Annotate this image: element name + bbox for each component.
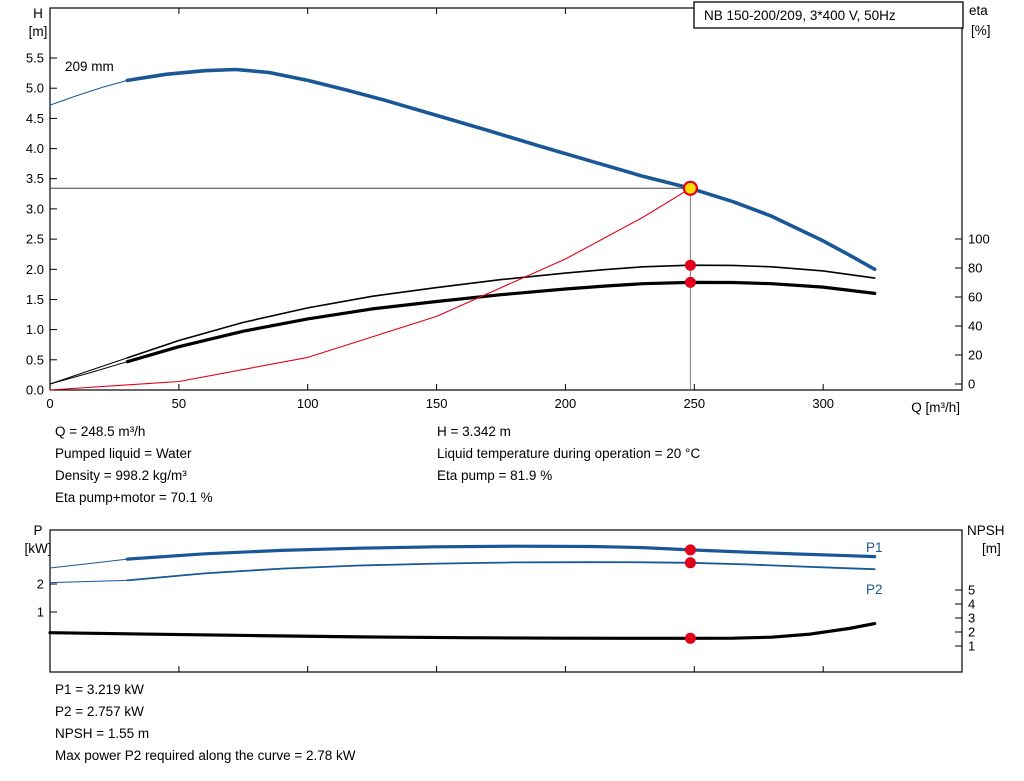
eta-axis-unit: [%] [971,23,991,38]
pump-title-text: NB 150-200/209, 3*400 V, 50Hz [704,8,896,23]
result-eta-pump: Eta pump = 81.9 % [437,468,553,483]
h-tick-label: 0.5 [26,352,44,367]
npsh-tick-labels: 5 4 3 2 1 [968,583,975,654]
eta-pump-curve [126,264,876,359]
power-npsh-chart: 2 1 5 4 3 2 1 P1 P2 P [kW] NPSH [m] [25,523,1005,673]
p2-curve-extension [49,579,128,584]
npsh-point-marker [684,632,696,644]
p2-point-marker [684,557,696,569]
eta-pump-motor-point-marker [684,276,696,288]
chart-frame [49,529,963,673]
q-tick-label: 300 [812,396,834,411]
result-max-p2: Max power P2 required along the curve = … [55,748,356,763]
npsh-axis-label: NPSH [967,523,1005,538]
result-eta-pump-motor: Eta pump+motor = 70.1 % [55,490,213,505]
head-curve-extension [49,79,128,106]
eta-tick-labels: 0 20 40 60 80 100 [968,232,990,392]
eta-tick-label: 80 [968,261,982,276]
result-q: Q = 248.5 m³/h [55,424,146,439]
q-axis-ticks [49,8,824,390]
duty-point-marker[interactable] [682,180,699,196]
h-axis-ticks [50,57,57,391]
h-tick-label: 1.0 [26,322,44,337]
h-axis-unit: [m] [29,24,48,39]
results-top-left: Q = 248.5 m³/h Pumped liquid = Water Den… [55,421,213,509]
p1-curve-label: P1 [866,540,883,555]
h-tick-label: 4.0 [26,141,44,156]
result-density: Density = 998.2 kg/m³ [55,468,187,483]
result-pumped-liquid: Pumped liquid = Water [55,446,192,461]
result-p1: P1 = 3.219 kW [55,682,144,697]
h-tick-labels: 0.0 0.5 1.0 1.5 2.0 2.5 3.0 3.5 4.0 4.5 … [26,51,44,398]
eta-tick-label: 40 [968,319,982,334]
h-tick-label: 3.5 [26,171,44,186]
eta-pump-motor-curve [125,280,877,364]
p1-curve-extension [49,558,128,569]
p-axis-ticks [50,583,57,613]
p1-point-marker [684,544,696,556]
p-axis-unit: [kW] [25,541,52,556]
h-tick-label: 5.5 [26,51,44,66]
p-tick-label: 2 [37,577,44,592]
p2-curve-label: P2 [866,582,883,597]
h-tick-label: 1.5 [26,292,44,307]
p-tick-labels: 2 1 [37,577,44,620]
q-tick-labels: 0 50 100 150 200 250 300 [46,396,834,411]
q-axis-ticks-bottom [49,666,824,672]
eta-pump-motor-curve-extension [49,361,128,385]
p-tick-label: 1 [37,605,44,620]
head-curve[interactable] [125,67,877,272]
q-axis-label: Q [m³/h] [911,400,960,415]
p-axis-label: P [33,523,42,538]
results-top-right: H = 3.342 m Liquid temperature during op… [437,421,700,487]
p1-curve [125,544,877,561]
result-liquid-temperature: Liquid temperature during operation = 20… [437,446,701,461]
npsh-axis-ticks [955,589,962,647]
h-tick-label: 3.0 [26,201,44,216]
h-tick-label: 2.5 [26,232,44,247]
h-tick-label: 4.5 [26,111,44,126]
h-tick-label: 2.0 [26,262,44,277]
npsh-tick-label: 1 [968,639,975,654]
result-h: H = 3.342 m [437,424,511,439]
q-tick-label: 150 [426,396,448,411]
eta-pump-point-marker [684,259,696,271]
h-axis-label: H [33,6,43,21]
eta-pump-curve-extension [49,357,128,385]
pump-title-box [693,1,964,29]
qh-eta-chart: 0.0 0.5 1.0 1.5 2.0 2.5 3.0 3.5 4.0 4.5 … [26,1,991,415]
eta-axis-label: eta [969,3,988,18]
eta-axis-ticks [955,238,962,385]
h-tick-label: 5.0 [26,81,44,96]
q-tick-label: 50 [172,396,186,411]
npsh-tick-label: 5 [968,583,975,598]
npsh-tick-label: 2 [968,625,975,640]
results-bottom: P1 = 3.219 kW P2 = 2.757 kW NPSH = 1.55 … [55,679,356,767]
p2-curve [126,561,876,582]
eta-tick-label: 60 [968,290,982,305]
eta-tick-label: 20 [968,348,982,363]
eta-tick-label: 100 [968,232,990,247]
npsh-tick-label: 3 [968,611,975,626]
npsh-curve [48,621,877,640]
q-tick-label: 0 [46,396,53,411]
system-curve [49,187,691,391]
q-tick-label: 200 [555,396,577,411]
result-p2: P2 = 2.757 kW [55,704,144,719]
h-tick-label: 0.0 [26,383,44,398]
npsh-axis-unit: [m] [982,541,1001,556]
result-npsh: NPSH = 1.55 m [55,726,150,741]
npsh-tick-label: 4 [968,597,975,612]
eta-tick-label: 0 [968,377,975,392]
impeller-size-label: 209 mm [65,59,114,74]
chart-frame [49,7,963,391]
q-tick-label: 100 [297,396,319,411]
q-tick-label: 250 [683,396,705,411]
